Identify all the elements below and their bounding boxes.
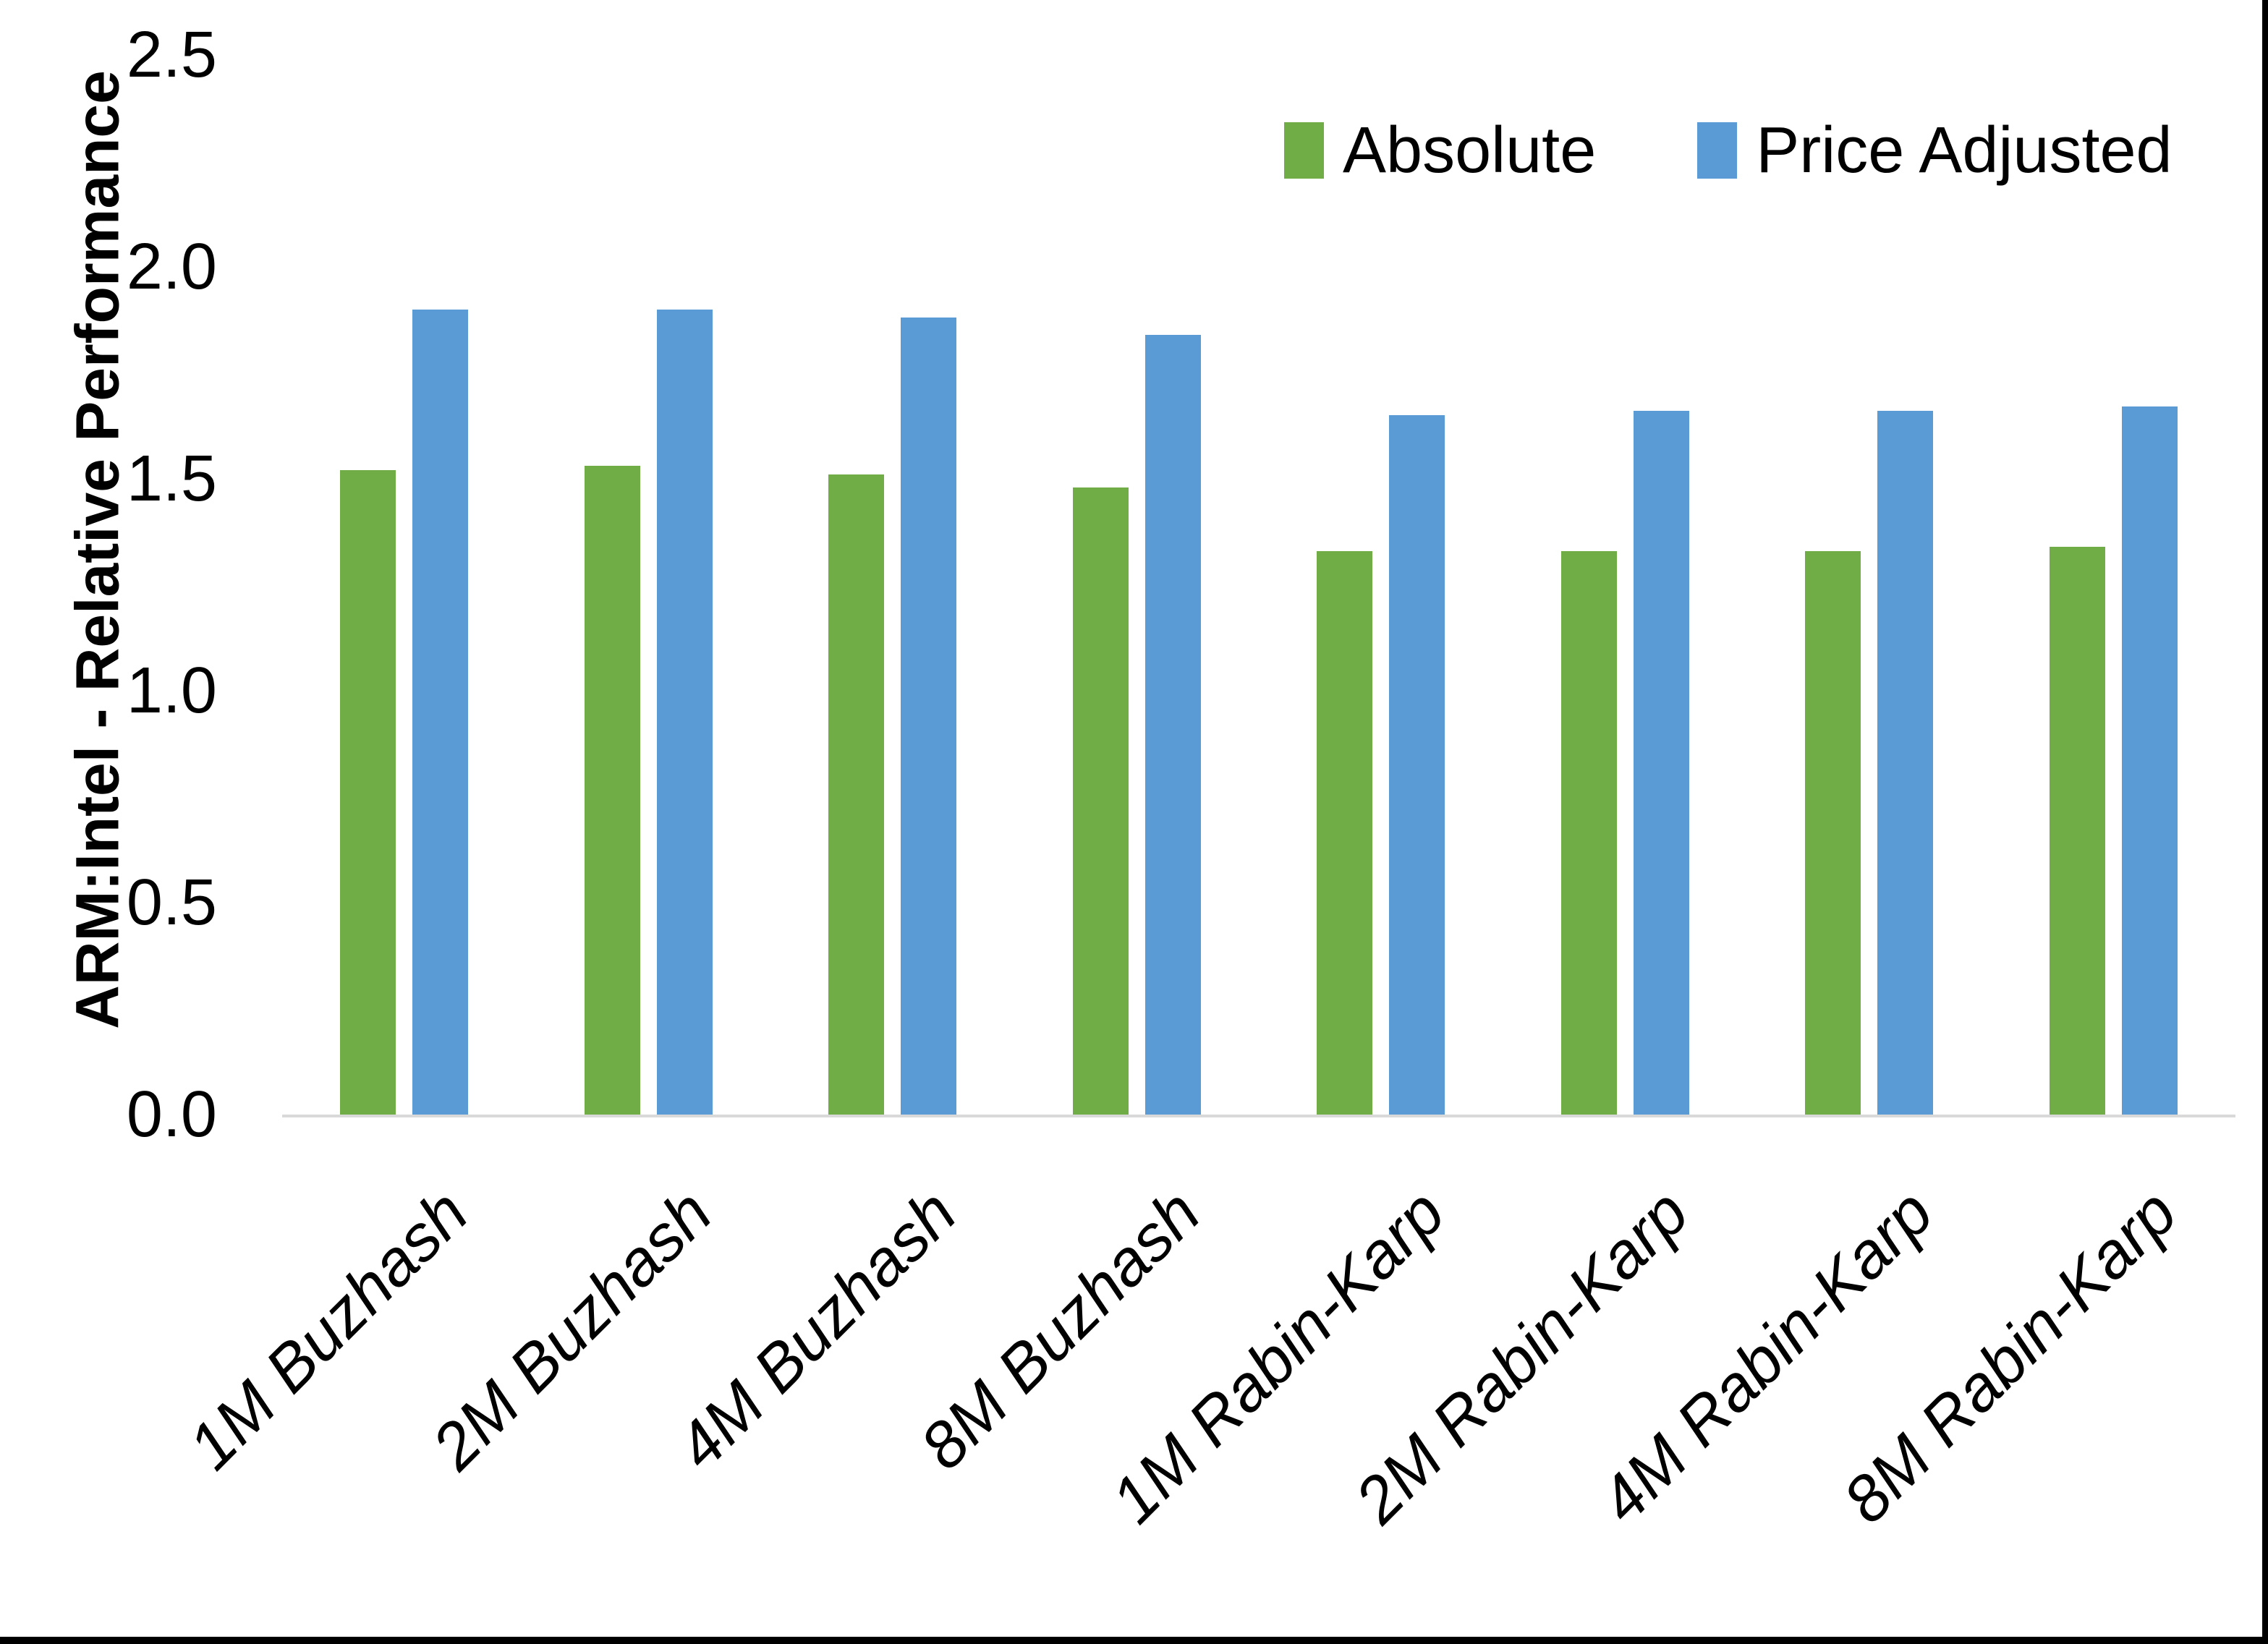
price-adjusted-bar (656, 309, 713, 1115)
price-adjusted-bar (901, 318, 957, 1115)
legend-item: Absolute (1284, 118, 1596, 183)
legend-item: Price Adjusted (1697, 114, 2173, 187)
x-axis-line (282, 1115, 2235, 1117)
absolute-bar (2049, 546, 2105, 1115)
absolute-bar (584, 466, 640, 1115)
y-tick-label: 0.5 (126, 866, 217, 939)
legend-label: Price Adjusted (1756, 114, 2173, 187)
bar-group (1259, 55, 1503, 1115)
y-tick-label: 1.0 (126, 655, 217, 727)
price-adjusted-legend-swatch (1697, 122, 1738, 179)
bar-group (527, 55, 771, 1115)
price-adjusted-bar (2121, 406, 2178, 1115)
price-adjusted-bar (1877, 411, 1934, 1115)
y-tick-label: 2.5 (126, 19, 217, 91)
right-frame-border (2262, 0, 2268, 1644)
bar-group (1015, 55, 1260, 1115)
price-adjusted-bar (1633, 411, 1689, 1115)
bar-group (1747, 55, 1992, 1115)
price-adjusted-bar (1144, 334, 1201, 1115)
price-adjusted-bar (412, 309, 469, 1115)
bottom-frame-border (0, 1637, 2268, 1644)
category-label: 1M Buzhash (174, 1176, 482, 1483)
bar-group (1992, 55, 2236, 1115)
y-tick-label: 2.0 (126, 231, 217, 303)
legend: Absolute Price Adjusted (1284, 118, 2173, 183)
bar-group (1503, 55, 1748, 1115)
absolute-bar (1805, 550, 1861, 1115)
y-tick-label: 0.0 (126, 1078, 217, 1151)
price-adjusted-bar (1389, 415, 1445, 1115)
legend-label: Absolute (1343, 114, 1597, 187)
absolute-bar (1560, 550, 1617, 1115)
plot-area (282, 55, 2235, 1117)
absolute-bar (1317, 550, 1373, 1115)
y-tick-label: 1.5 (126, 443, 217, 515)
bar-group (282, 55, 527, 1115)
absolute-bar (1072, 487, 1129, 1115)
bar-group (770, 55, 1015, 1115)
absolute-bar (340, 470, 396, 1115)
absolute-bar (828, 474, 885, 1115)
absolute-legend-swatch (1284, 122, 1324, 179)
bar-groups (282, 55, 2235, 1115)
